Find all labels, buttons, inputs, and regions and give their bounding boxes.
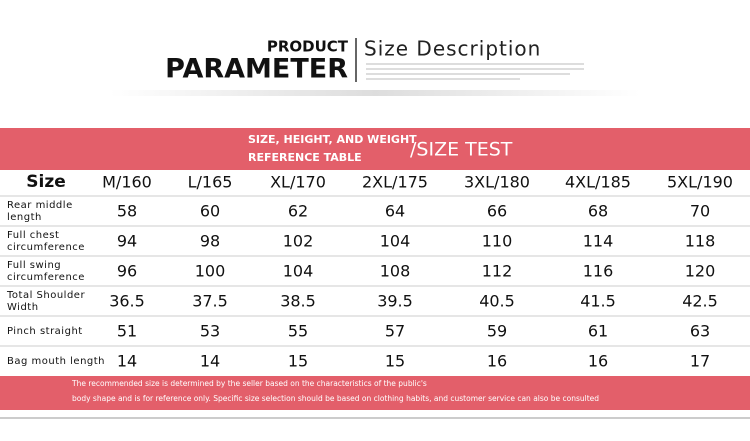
row-label: circumference — [7, 242, 85, 253]
row-label: Total Shoulder — [6, 290, 85, 301]
footer-line: body shape and is for reference only. Sp… — [72, 394, 599, 403]
cell-value: 108 — [380, 262, 411, 281]
row-label: length — [7, 212, 42, 223]
cell-value: 16 — [487, 352, 507, 371]
cell-value: 102 — [283, 232, 314, 251]
column-header: XL/170 — [270, 173, 326, 192]
cell-value: 60 — [200, 202, 220, 221]
column-header: 3XL/180 — [464, 173, 530, 192]
row-label: Full swing — [7, 260, 61, 271]
row-label: Width — [7, 302, 39, 313]
cell-value: 64 — [385, 202, 405, 221]
description: Size Description — [364, 37, 541, 61]
column-header: L/165 — [188, 173, 233, 192]
cell-value: 41.5 — [580, 292, 616, 311]
cell-value: 14 — [200, 352, 220, 371]
cell-value: 70 — [690, 202, 710, 221]
parameter-text: PARAMETER — [165, 54, 348, 85]
cell-value: 61 — [588, 322, 608, 341]
cell-value: 100 — [195, 262, 226, 281]
cell-value: 36.5 — [109, 292, 145, 311]
cell-value: 94 — [117, 232, 137, 251]
cell-value: 104 — [283, 262, 314, 281]
cell-value: 120 — [685, 262, 716, 281]
footer-line: The recommended size is determined by th… — [71, 379, 427, 388]
cell-value: 15 — [385, 352, 405, 371]
cell-value: 114 — [583, 232, 614, 251]
cell-value: 62 — [288, 202, 308, 221]
footer-band — [0, 376, 750, 410]
cell-value: 110 — [482, 232, 513, 251]
cell-value: 38.5 — [280, 292, 316, 311]
cell-value: 51 — [117, 322, 137, 341]
cell-value: 53 — [200, 322, 220, 341]
row-label: circumference — [7, 272, 85, 283]
cell-value: 112 — [482, 262, 513, 281]
cell-value: 39.5 — [377, 292, 413, 311]
cell-value: 40.5 — [479, 292, 515, 311]
cell-value: 63 — [690, 322, 710, 341]
column-header: 5XL/190 — [667, 173, 733, 192]
cell-value: 57 — [385, 322, 405, 341]
banner-line1: SIZE, HEIGHT, AND WEIGHT — [248, 133, 417, 146]
cell-value: 96 — [117, 262, 137, 281]
column-header: 4XL/185 — [565, 173, 631, 192]
cell-value: 68 — [588, 202, 608, 221]
cell-value: 116 — [583, 262, 614, 281]
header-shadow — [110, 90, 640, 96]
size-label: Size — [26, 172, 66, 192]
cell-value: 66 — [487, 202, 507, 221]
row-label: Pinch straight — [7, 326, 83, 337]
cell-value: 98 — [200, 232, 220, 251]
cell-value: 37.5 — [192, 292, 228, 311]
cell-value: 59 — [487, 322, 507, 341]
cell-value: 42.5 — [682, 292, 718, 311]
column-header: 2XL/175 — [362, 173, 428, 192]
fine-print-lines — [366, 63, 584, 80]
cell-value: 14 — [117, 352, 137, 371]
column-header: M/160 — [102, 173, 152, 192]
cell-value: 16 — [588, 352, 608, 371]
cell-value: 118 — [685, 232, 716, 251]
cell-value: 15 — [288, 352, 308, 371]
cell-value: 17 — [690, 352, 710, 371]
cell-value: 58 — [117, 202, 137, 221]
cell-value: 55 — [288, 322, 308, 341]
row-label: Rear middle — [7, 200, 73, 211]
row-label: Full chest — [7, 230, 59, 241]
banner — [0, 128, 750, 170]
row-label: Bag mouth length — [7, 356, 105, 367]
cell-value: 104 — [380, 232, 411, 251]
product-text: PRODUCT — [267, 38, 349, 56]
banner-test: /SIZE TEST — [410, 139, 513, 161]
banner-line2: REFERENCE TABLE — [248, 151, 362, 164]
